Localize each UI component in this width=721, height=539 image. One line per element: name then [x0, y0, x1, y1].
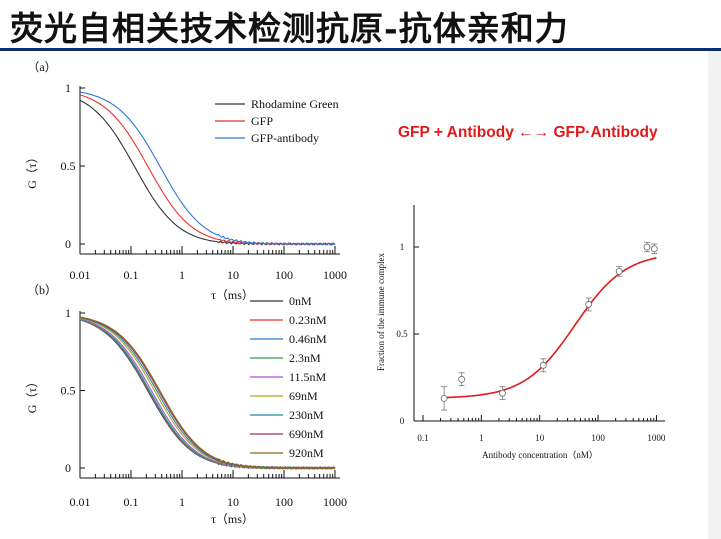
fit-curve [444, 257, 657, 399]
x-tick-label: 1000 [323, 495, 347, 509]
y-tick-label: 0.5 [61, 384, 76, 398]
x-axis-label: τ（ms） [211, 512, 254, 526]
title-bar: 荧光自相关技术检测抗原-抗体亲和力 [0, 0, 721, 50]
data-point [499, 389, 506, 397]
x-tick-label: 10 [227, 268, 239, 282]
x-tick-label: 10 [535, 433, 545, 443]
x-tick-label: 1000 [323, 268, 347, 282]
y-axis-label: G（τ） [25, 151, 39, 189]
y-axis-label: Fraction of the immune complex [376, 253, 386, 371]
x-axis-label: τ（ms） [211, 288, 254, 302]
legend-label: 2.3nM [289, 351, 321, 365]
figure-panel [20, 52, 366, 539]
x-tick-label: 0.1 [417, 433, 428, 443]
y-tick-label: 1 [65, 81, 71, 95]
data-point [615, 267, 623, 275]
series-line [79, 99, 336, 246]
legend-label: 0.46nM [289, 332, 327, 346]
series-line [79, 316, 336, 470]
right-stripe [708, 51, 721, 539]
y-tick-label: 0.5 [396, 329, 408, 339]
legend-label: 690nM [289, 427, 324, 441]
x-tick-label: 1 [179, 495, 185, 509]
x-axis-label: Antibody concentration（nM） [482, 450, 598, 460]
y-tick-label: 1 [65, 306, 71, 320]
x-tick-label: 0.01 [70, 268, 91, 282]
fcs-chart-a: 0 0.5 1 0.01 0.1 1 10 100 1000 （a） τ（ms） G（τ） Rhodam… [25, 60, 347, 302]
series-line [79, 91, 336, 246]
panel-label: （a） [27, 60, 56, 74]
y-tick-label: 1 [400, 242, 405, 252]
y-axis-label: G（τ） [25, 376, 39, 414]
y-tick-label: 0 [400, 416, 405, 426]
x-tick-label: 0.1 [124, 495, 139, 509]
slide-title: 荧光自相关技术检测抗原-抗体亲和力 [10, 9, 569, 48]
legend-label: 69nM [289, 389, 318, 403]
x-tick-label: 1 [479, 433, 484, 443]
x-tick-label: 0.01 [70, 495, 91, 509]
legend-label: 230nM [289, 408, 324, 422]
x-tick-label: 0.1 [124, 268, 139, 282]
x-tick-label: 1 [179, 268, 185, 282]
equation-text: GFP + Antibody ←→ GFP·Antibody [398, 124, 658, 141]
x-tick-label: 100 [275, 268, 293, 282]
legend-label: 11.5nM [289, 370, 327, 384]
series-line [79, 94, 336, 246]
data-point [539, 361, 547, 369]
panel-label: （b） [27, 283, 57, 297]
y-tick-label: 0 [65, 237, 71, 251]
x-tick-label: 100 [591, 433, 605, 443]
data-point [585, 301, 593, 308]
legend-label: 0.23nM [289, 313, 327, 327]
legend-label: 920nM [289, 446, 324, 460]
y-tick-label: 0 [65, 461, 71, 475]
legend-label: GFP-antibody [251, 131, 319, 145]
y-tick-label: 0.5 [61, 159, 76, 173]
binding-chart: 0 0.5 1 0.1 1 10 100 1000 Antibody concentration… [376, 205, 666, 460]
x-tick-label: 1000 [647, 433, 666, 443]
data-point [458, 375, 466, 383]
legend-label: Rhodamine Green [251, 97, 339, 111]
data-point [440, 394, 448, 402]
x-tick-label: 10 [227, 495, 239, 509]
data-point [650, 245, 658, 253]
legend-label: 0nM [289, 294, 312, 308]
fcs-chart-b: 0 0.5 1 0.01 0.1 1 10 100 1000 （b） τ（ms） G（τ） 0nM 0.2… [25, 283, 347, 526]
title-underline [0, 48, 721, 51]
data-point [643, 243, 651, 251]
legend-label: GFP [251, 114, 273, 128]
x-tick-label: 100 [275, 495, 293, 509]
